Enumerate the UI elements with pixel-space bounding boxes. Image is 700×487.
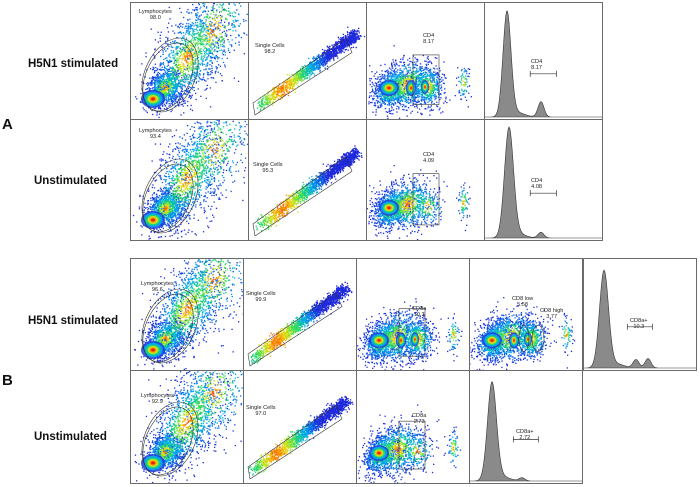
plot-a1-lymphocytes: Lymphocytes 98.0 xyxy=(130,2,249,120)
row-label-a-unstimulated: Unstimulated xyxy=(34,175,107,187)
panel-letter-b: B xyxy=(2,372,13,389)
gate-label: CD8a+ 10.3 xyxy=(630,318,648,331)
gate-label: Lymphocytes 96.6 xyxy=(141,281,174,294)
panel-letter-a: A xyxy=(2,116,13,133)
plot-a2-cd4-histogram: CD4 4.08 xyxy=(484,119,603,241)
plot-a2-cd4: CD4 4.09 xyxy=(366,119,485,241)
gate-label-high: CD8 high 3.77 xyxy=(540,308,563,321)
gate-label-low: CD8 low 5.58 xyxy=(512,296,533,309)
plot-b1-cd8-low-high: CD8 low 5.58 CD8 high 3.77 xyxy=(469,258,583,371)
plot-a1-cd4-histogram: CD4 8.17 xyxy=(484,2,603,120)
plot-b2-cd8a: CD8a 2.73 xyxy=(356,370,470,484)
gate-label: CD4 8.17 xyxy=(531,59,542,72)
plot-a1-single-cells: Single Cells 98.2 xyxy=(248,2,367,120)
plot-b2-cd8a-histogram: CD8a+ 2.72 xyxy=(469,370,583,484)
row-label-b-stimulated: H5N1 stimulated xyxy=(28,315,118,327)
gate-label: CD4 4.08 xyxy=(531,178,542,191)
gate-label: CD8a+ 2.72 xyxy=(516,429,534,442)
gate-label: Lymphocytes 98.0 xyxy=(139,9,172,22)
plot-a2-lymphocytes: Lymphocytes 93.4 xyxy=(130,119,249,241)
plot-b1-lymphocytes: Lymphocytes 96.6 xyxy=(130,258,244,371)
gate-label: Lymphocytes 93.4 xyxy=(139,128,172,141)
plot-b2-single-cells: Single Cells 97.0 xyxy=(243,370,357,484)
row-label-a-stimulated: H5N1 stimulated xyxy=(28,58,118,70)
gate-label: Single Cells 95.3 xyxy=(253,162,283,175)
gate-label: Lymphocytes 92.9 xyxy=(141,393,174,406)
plot-b1-single-cells: Single Cells 99.9 xyxy=(243,258,357,371)
gate-label: CD4 8.17 xyxy=(423,33,434,46)
plot-b1-cd8a-histogram: CD8a+ 10.3 xyxy=(583,258,697,371)
plot-a1-cd4: CD4 8.17 xyxy=(366,2,485,120)
gate-label: Single Cells 98.2 xyxy=(255,43,285,56)
gate-label: CD8a 10.3 xyxy=(412,306,426,319)
plot-b2-lymphocytes: Lymphocytes 92.9 xyxy=(130,370,244,484)
gate-label: CD4 4.09 xyxy=(423,152,434,165)
gate-label: CD8a 2.73 xyxy=(412,413,426,426)
plot-b1-cd8a: CD8a 10.3 xyxy=(356,258,470,371)
row-label-b-unstimulated: Unstimulated xyxy=(34,431,107,443)
gate-label: Single Cells 99.9 xyxy=(246,291,276,304)
gate-label: Single Cells 97.0 xyxy=(246,405,276,418)
plot-a2-single-cells: Single Cells 95.3 xyxy=(248,119,367,241)
